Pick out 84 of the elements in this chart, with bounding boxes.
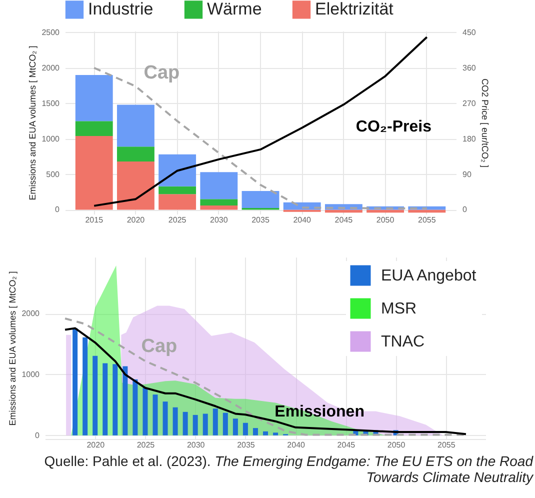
bar [162,402,168,436]
x-tick-label: 2040 [293,216,312,224]
y-tick-label: 2000 [42,63,60,72]
y-tick-label: 1500 [42,98,60,108]
source-note: Quelle: Pahle et al. (2023). [44,453,212,469]
y-axis-title: Emissions and EUA volumes [ MtCO₂ ] [28,46,38,200]
bar [152,394,158,436]
x-tick-label: 2040 [287,440,306,450]
bar [122,366,128,436]
bar [192,414,198,436]
bar [142,388,148,436]
y-tick-label: 2500 [42,28,60,37]
legend-label: Wärme [207,0,262,19]
bar [102,363,108,436]
bar [82,337,88,436]
bar [366,210,404,213]
legend-label: Elektrizität [315,0,394,19]
bar [116,104,154,147]
series-label: Cap [141,336,178,358]
bar [263,431,268,436]
x-tick-label: 2030 [210,216,228,224]
bar [200,205,238,210]
bar [75,74,113,122]
bar [252,428,258,436]
bar [212,408,218,436]
y2-tick-label: 270 [462,98,476,108]
bar [116,162,154,210]
x-tick-label: 2020 [86,440,106,450]
bar [182,412,188,436]
x-tick-label: 2025 [136,440,156,450]
x-tick-label: 2045 [337,440,356,450]
bar [132,379,138,436]
bar [75,121,113,136]
x-tick-label: 2045 [334,216,354,224]
x-tick-label: 2015 [85,216,104,224]
bar [408,210,446,213]
bar [200,199,238,206]
bar [112,364,118,436]
y2-tick-label: 0 [462,205,468,214]
bar [158,194,196,210]
y-tick-label: 0 [55,205,60,214]
bar [92,356,98,436]
bar [172,407,178,436]
bar [158,154,196,186]
x-tick-label: 2055 [418,216,436,224]
y2-axis-title: CO2 Price [ eur/tCO₂ ] [480,78,490,168]
y-axis-title: Emissions and EUA volumes [ MtCO₂ ] [8,271,18,426]
y2-tick-label: 360 [462,63,476,72]
bar [200,172,238,200]
x-tick-label: 2035 [237,440,256,450]
x-tick-label: 2055 [438,440,456,450]
bar [324,210,362,213]
bar [158,186,196,194]
legend-label: TNAC [381,334,425,350]
legend-label: MSR [381,300,417,318]
text: The Emerging Endgame: The EU ETS on the Road Towards Climate Neutrality [214,453,533,485]
series-label: CO₂-Preis [356,118,432,136]
x-tick-label: 2020 [126,216,146,224]
bar [75,136,113,210]
y-tick-label: 1000 [22,370,40,379]
y-tick-label: 500 [46,170,60,179]
bar [222,412,228,436]
bar [202,414,208,436]
bar [232,418,238,436]
y2-tick-label: 450 [462,28,476,37]
y2-tick-label: 180 [462,134,476,144]
legend-label: Industrie [88,0,154,19]
y-tick-label: 1000 [42,134,60,144]
x-tick-label: 2035 [252,216,270,224]
legend-label: EUA Angebot [381,268,477,284]
y-tick-label: 0 [35,430,40,440]
y2-tick-label: 90 [462,170,472,179]
bar [273,432,278,436]
x-tick-label: 2025 [168,216,187,224]
bar [242,190,280,208]
x-tick-label: 2030 [186,440,206,450]
x-tick-label: 2050 [387,440,406,450]
series-label: Cap [144,62,180,84]
y-tick-label: 2000 [22,309,40,318]
bar [116,146,154,162]
series-label: Emissionen [274,403,364,420]
bar [242,422,248,436]
x-tick-label: 2050 [376,216,395,224]
bar [72,328,78,436]
